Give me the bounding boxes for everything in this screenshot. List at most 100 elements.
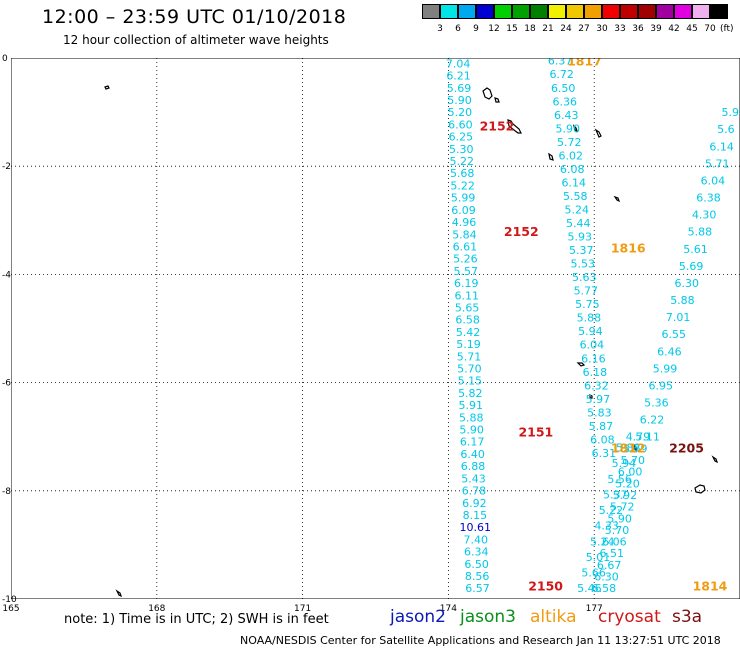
wave-height-value: 6.57 — [465, 582, 490, 595]
scale-swatch — [566, 4, 584, 19]
units-note: note: 1) Time is in UTC; 2) SWH is in fe… — [64, 612, 329, 627]
wave-height-value: 5.72 — [610, 501, 635, 514]
wave-height-value: 5.90 — [555, 122, 580, 135]
wave-height-value: 5.01 — [586, 551, 611, 564]
island-outline — [115, 589, 123, 598]
legend-jason3: jason3 — [460, 607, 516, 627]
pass-time-label: 2152 — [504, 224, 539, 239]
wave-height-value: 6.19 — [454, 277, 479, 290]
wave-height-value: 6.55 — [662, 328, 687, 341]
wave-height-value: 5.70 — [457, 363, 482, 376]
wave-height-value: 5.42 — [456, 326, 481, 339]
scale-label: 30 — [596, 24, 608, 34]
wave-height-value: 6.36 — [552, 95, 577, 108]
wave-height-value: 5.88 — [577, 312, 602, 325]
wave-height-value: 6.04 — [580, 339, 605, 352]
wave-height-value: 4.30 — [692, 209, 717, 222]
scale-swatch — [584, 4, 602, 19]
wave-height-value: 5.61 — [683, 243, 708, 256]
wave-height-value: 6.50 — [551, 82, 576, 95]
wave-height-value: 5.79 — [623, 442, 648, 455]
scale-label: 6 — [455, 24, 461, 34]
island-outline — [589, 394, 593, 399]
scale-swatch — [494, 4, 512, 19]
map-plot: 7.046.215.695.905.206.606.255.305.225.68… — [11, 58, 740, 599]
wave-height-value: 5.82 — [458, 387, 483, 400]
wave-height-value: 5.71 — [705, 157, 730, 170]
islands — [104, 85, 719, 598]
wave-height-value: 5.37 — [569, 244, 594, 257]
wave-height-value: 5.22 — [599, 504, 624, 517]
pass-time-label: 1816 — [611, 240, 646, 255]
wave-height-value: 6.40 — [460, 448, 485, 461]
scale-label: 70 — [704, 24, 716, 34]
island-outline — [548, 152, 554, 161]
scale-swatch — [548, 4, 566, 19]
wave-height-value: 4.33 — [594, 520, 619, 533]
wave-height-value: 5.30 — [449, 143, 474, 156]
wave-height-value: 6.08 — [560, 163, 585, 176]
scale-label: 27 — [578, 24, 590, 34]
scale-label: 42 — [668, 24, 680, 34]
wave-height-value: 5.63 — [572, 271, 597, 284]
wave-height-value: 5.9 — [722, 106, 740, 119]
scale-swatch — [692, 4, 710, 19]
wave-height-value: 5.72 — [557, 136, 582, 149]
wave-height-value: 5.87 — [589, 420, 614, 433]
y-tick-label: -4 — [2, 270, 11, 280]
wave-height-value: 10.61 — [460, 521, 492, 534]
scale-swatch — [620, 4, 638, 19]
island-outline — [572, 124, 602, 138]
wave-height-value: 5.57 — [454, 265, 479, 278]
wave-height-value: 5.69 — [447, 82, 472, 95]
map-subtitle: 12 hour collection of altimeter wave hei… — [63, 33, 329, 47]
scale-swatch — [422, 4, 440, 19]
map-title: 12:00 – 23:59 UTC 01/10/2018 — [42, 6, 347, 28]
wave-height-value: 6.00 — [618, 466, 643, 479]
wave-height-value: 5.68 — [450, 167, 475, 180]
wave-height-value: 6.95 — [648, 379, 673, 392]
wave-height-value: 5.90 — [447, 94, 472, 107]
wave-height-value: 5.44 — [566, 217, 591, 230]
wave-height-value: 5.93 — [568, 231, 593, 244]
scale-label: 12 — [488, 24, 500, 34]
wave-height-value: 6.18 — [583, 366, 608, 379]
wave-height-value: 5.70 — [605, 524, 630, 537]
wave-height-value: 6.25 — [449, 131, 474, 144]
wave-height-value: 6.34 — [464, 546, 489, 559]
wave-height-value: 5.65 — [455, 301, 480, 314]
scale-swatch — [530, 4, 548, 19]
y-tick-label: -6 — [2, 379, 11, 389]
wave-height-value: 7.04 — [446, 58, 471, 70]
wave-height-value: 5.11 — [635, 431, 660, 444]
wave-height-value: 6.37 — [548, 58, 573, 68]
pass-time-label: 2205 — [669, 441, 704, 456]
scale-swatch — [710, 4, 728, 19]
wave-height-value: 5.70 — [620, 454, 645, 467]
wave-height-value: 5.88 — [459, 411, 484, 424]
wave-height-value: 5.20 — [615, 477, 640, 490]
island-outline — [711, 455, 719, 464]
island-outline — [633, 443, 637, 451]
scale-label: 18 — [524, 24, 536, 34]
wave-height-value: 6.22 — [640, 414, 665, 427]
wave-height-value: 6.21 — [446, 70, 471, 83]
wave-height-value: 6.08 — [590, 433, 615, 446]
wave-height-value: 6.58 — [592, 582, 617, 595]
wave-height-value: 7.40 — [464, 533, 489, 546]
scale-label: 21 — [542, 24, 554, 34]
wave-height-value: 5.26 — [453, 253, 478, 266]
wave-height-value: 5.46 — [577, 582, 602, 595]
wave-height-value: 5.75 — [575, 298, 600, 311]
wave-height-value: 6.17 — [460, 436, 485, 449]
wave-height-value: 5.99 — [653, 362, 678, 375]
wave-height-value: 6.14 — [562, 176, 587, 189]
legend-altika: altika — [530, 607, 577, 627]
island-outline — [507, 119, 522, 134]
pass-time-label: 1814 — [693, 578, 728, 593]
wave-height-value: 6.32 — [584, 379, 609, 392]
wave-height-value: 5.84 — [452, 228, 477, 241]
scale-label: 15 — [506, 24, 518, 34]
wave-height-value: 5.92 — [613, 489, 638, 502]
wave-height-value: 6.50 — [464, 558, 489, 571]
